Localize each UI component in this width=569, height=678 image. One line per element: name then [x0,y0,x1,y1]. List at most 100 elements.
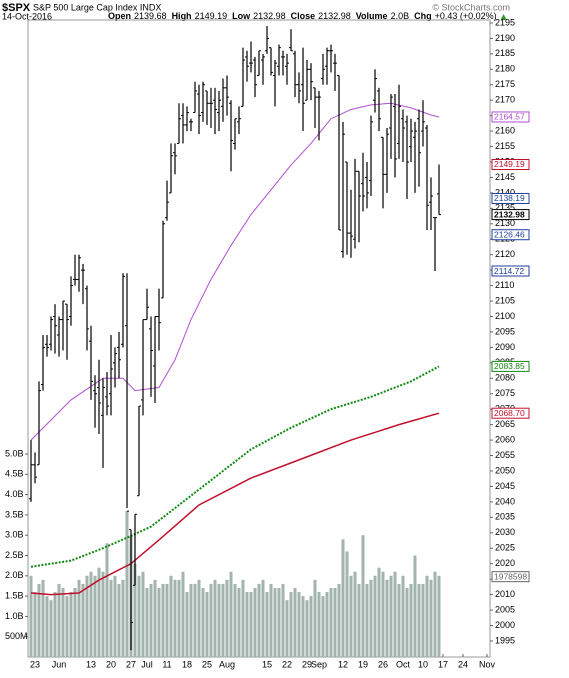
volume-bar [49,600,53,657]
volume-bar [365,583,369,657]
volume-bar [281,583,285,657]
y-tick-label: 2040 [495,496,515,506]
volume-bar [261,579,265,657]
volume-bar [237,587,241,657]
x-tick-label: Oct [396,659,411,669]
x-tick-label: Jul [141,659,153,669]
field-label: Open [108,11,131,21]
volume-bar [397,583,401,657]
value-box-label: 2126.46 [494,229,525,239]
x-tick-label: 24 [458,659,468,669]
y-tick-label: 2075 [495,388,515,398]
y-tick-label: 2045 [495,481,515,491]
y-tick-label: 2065 [495,419,515,429]
volume-bar [157,587,161,657]
volume-bar [89,571,93,657]
field-label: Low [232,11,251,21]
x-tick-label: 27 [126,659,136,669]
x-tick-label: 26 [378,659,388,669]
value-box-label: 2138.19 [494,193,525,203]
volume-bar [173,579,177,657]
value-box-label: 2114.72 [494,266,524,276]
y-tick-label: 2060 [495,434,515,444]
y-tick-label: 2145 [495,172,515,182]
moving-average [30,102,440,441]
volume-bar [381,571,385,657]
volume-bar [229,571,233,657]
volume-tick-label: 5.0B [5,448,24,458]
volume-tick-label: 2.5B [5,550,24,560]
volume-bar [433,571,437,657]
y-tick-label: 2100 [495,311,515,321]
volume-bar [33,592,37,657]
volume-bar [233,583,237,657]
volume-bar [61,587,65,657]
volume-bar [109,579,113,657]
volume-bar [185,592,189,657]
y-tick-label: 2105 [495,295,515,305]
y-tick-label: 1995 [495,635,515,645]
volume-bar [369,579,373,657]
volume-bar [253,587,257,657]
value-box [491,158,530,170]
volume-bar [301,596,305,657]
volume-bar [425,575,429,657]
volume-tick-label: 4.0B [5,489,24,499]
y-tick-label: 2190 [495,33,515,43]
volume-bar [57,583,61,657]
volume-bar [389,575,393,657]
volume-bar [293,587,297,657]
y-tick-label: 2005 [495,604,515,614]
x-tick-label: 17 [438,659,448,669]
value-box-label: 2083.85 [494,361,525,371]
volume-bar [85,575,89,657]
volume-bar [201,587,205,657]
volume-bar [29,575,33,657]
volume-bar [101,571,105,657]
y-tick-label: 2055 [495,450,515,460]
value-box-label: 2149.19 [494,159,525,169]
y-tick-label: 2095 [495,326,515,336]
y-tick-label: 2110 [495,280,514,290]
volume-bar [305,600,309,657]
volume-bar [437,575,441,657]
volume-bar [105,543,109,657]
volume-bar [373,575,377,657]
volume-bar [217,583,221,657]
value-box-label: 2132.98 [494,209,525,219]
volume-bar [225,579,229,657]
volume-bar [209,583,213,657]
y-tick-label: 2000 [495,620,515,630]
y-tick-label: 2140 [495,187,515,197]
volume-bar [325,592,329,657]
plot-frame [27,19,491,658]
y-tick-label: 2155 [495,141,515,151]
volume-bar [357,583,361,657]
volume-bar [285,600,289,657]
value-box-label: 1978598 [494,571,527,581]
value-box [491,192,530,204]
volume-bar [73,587,77,657]
volume-bar [121,579,125,657]
volume-bar [181,571,185,657]
volume-bar [141,571,145,657]
x-tick-label: 20 [106,659,116,669]
x-tick-label: 29 [302,659,312,669]
moving-average [30,365,440,568]
field-value: +0.43 (+0.02%) [435,11,497,21]
volume-bar [417,583,421,657]
value-box [491,265,530,277]
volume-bar [113,575,117,657]
volume-bar [317,592,321,657]
y-tick-label: 2050 [495,465,515,475]
volume-bar [353,571,357,657]
y-tick-label: 2120 [495,249,515,259]
x-tick-label: 18 [182,659,192,669]
volume-bar [53,592,57,657]
volume-bar [117,583,121,657]
volume-bar [393,571,397,657]
value-box [491,571,530,583]
x-tick-label: 23 [30,659,40,669]
volume-tick-label: 500M [5,631,28,641]
